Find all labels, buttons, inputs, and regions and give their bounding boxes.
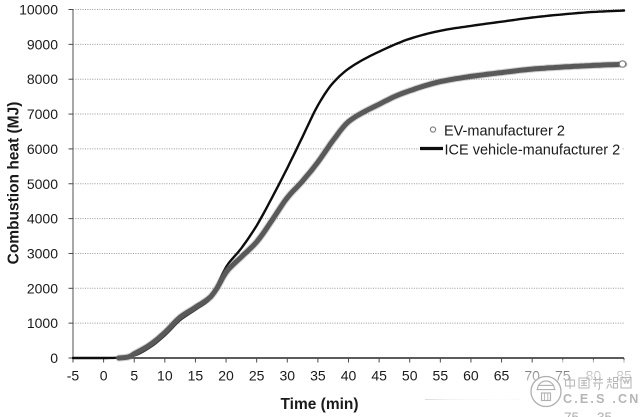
svg-text:3000: 3000 bbox=[27, 245, 58, 261]
svg-text:ICE vehicle-manufacturer 2: ICE vehicle-manufacturer 2 bbox=[445, 143, 621, 159]
svg-text:65: 65 bbox=[494, 368, 510, 384]
svg-text:10: 10 bbox=[157, 368, 173, 384]
svg-text:-5: -5 bbox=[67, 368, 80, 384]
svg-text:5000: 5000 bbox=[27, 176, 58, 192]
svg-text:35: 35 bbox=[310, 368, 326, 384]
svg-text:9000: 9000 bbox=[27, 36, 58, 52]
svg-text:55: 55 bbox=[433, 368, 449, 384]
svg-text:1000: 1000 bbox=[27, 315, 58, 331]
svg-text:15: 15 bbox=[188, 368, 204, 384]
svg-text:Combustion heat (MJ): Combustion heat (MJ) bbox=[6, 102, 23, 265]
svg-text:20: 20 bbox=[218, 368, 234, 384]
svg-text:5: 5 bbox=[130, 368, 138, 384]
svg-text:0: 0 bbox=[100, 368, 108, 384]
svg-text:60: 60 bbox=[463, 368, 479, 384]
svg-text:0: 0 bbox=[50, 350, 58, 366]
svg-text:C.E.S .CN: C.E.S .CN bbox=[563, 392, 640, 406]
svg-text:4000: 4000 bbox=[27, 211, 58, 227]
svg-text:45: 45 bbox=[371, 368, 387, 384]
svg-text:30: 30 bbox=[279, 368, 295, 384]
svg-text:10000: 10000 bbox=[19, 2, 58, 18]
svg-text:25: 25 bbox=[249, 368, 265, 384]
svg-text:C.E.S .CN: C.E.S .CN bbox=[563, 392, 640, 406]
svg-text:50: 50 bbox=[402, 368, 418, 384]
svg-text:75: 75 bbox=[564, 410, 579, 417]
svg-text:35: 35 bbox=[597, 410, 612, 417]
svg-text:EV-manufacturer 2: EV-manufacturer 2 bbox=[444, 124, 565, 140]
svg-text:Time (min): Time (min) bbox=[280, 396, 358, 413]
svg-text:7000: 7000 bbox=[27, 106, 58, 122]
svg-text:6000: 6000 bbox=[27, 141, 58, 157]
svg-text:40: 40 bbox=[341, 368, 357, 384]
svg-text:2000: 2000 bbox=[27, 280, 58, 296]
svg-text:8000: 8000 bbox=[27, 71, 58, 87]
